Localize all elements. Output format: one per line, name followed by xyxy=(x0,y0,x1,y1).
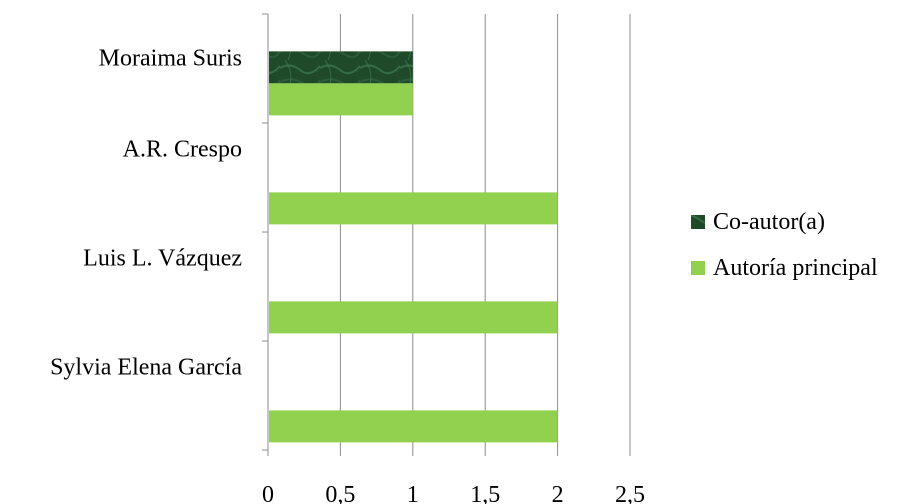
bars xyxy=(269,51,558,443)
bar-autoria-principal xyxy=(269,83,413,116)
x-tick-label: 1,5 xyxy=(470,482,500,504)
legend: Co-autor(a) Autoría principal xyxy=(691,209,878,281)
x-tick-label: 0 xyxy=(262,482,274,504)
category-label: Luis L. Vázquez xyxy=(83,245,242,271)
x-tick-labels: 0 0,5 1 1,5 2 2,5 xyxy=(262,482,645,504)
category-label: Sylvia Elena García xyxy=(50,354,242,380)
bar-co-autor xyxy=(269,51,413,84)
legend-label: Co-autor(a) xyxy=(713,209,825,235)
legend-swatch xyxy=(691,215,705,229)
x-tick-label: 1 xyxy=(407,482,419,504)
x-tick-label: 2 xyxy=(552,482,564,504)
category-label: Moraima Suris xyxy=(99,45,242,71)
x-tick-label: 0,5 xyxy=(325,482,355,504)
x-tick-label: 2,5 xyxy=(615,482,645,504)
legend-label: Autoría principal xyxy=(713,255,878,281)
bar-autoria-principal xyxy=(269,301,558,334)
bar-autoria-principal xyxy=(269,192,558,225)
axes xyxy=(262,13,631,456)
category-label: A.R. Crespo xyxy=(123,136,242,162)
category-labels: Moraima Suris A.R. Crespo Luis L. Vázquez S… xyxy=(50,45,242,380)
bar-autoria-principal xyxy=(269,410,558,443)
legend-swatch xyxy=(691,261,705,275)
